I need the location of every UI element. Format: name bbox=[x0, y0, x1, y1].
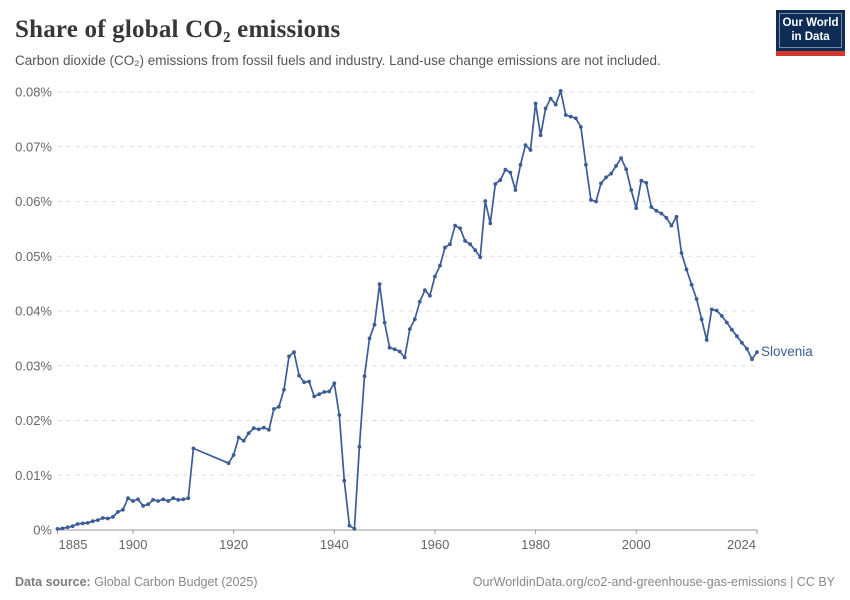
x-tick-label: 1885 bbox=[59, 537, 88, 552]
owid-logo-inner: Our World in Data bbox=[779, 13, 842, 48]
y-tick-label: 0.07% bbox=[15, 139, 52, 154]
x-tick-label: 2024 bbox=[727, 537, 756, 552]
y-tick-label: 0.03% bbox=[15, 358, 52, 373]
chart-footer: Data source: Global Carbon Budget (2025)… bbox=[15, 575, 835, 589]
y-axis-labels: 0% 0.01% 0.02% 0.03% 0.04% 0.05% 0.06% 0.07% 0.0… bbox=[15, 85, 52, 538]
entity-label[interactable]: Slovenia bbox=[761, 344, 813, 359]
x-tick-label: 1900 bbox=[119, 537, 148, 552]
attribution-link[interactable]: OurWorldinData.org/co2-and-greenhouse-ga… bbox=[472, 575, 835, 589]
y-tick-label: 0.02% bbox=[15, 413, 52, 428]
x-tick-label: 1980 bbox=[521, 537, 550, 552]
owid-logo[interactable]: Our World in Data bbox=[776, 10, 845, 56]
y-tick-label: 0.01% bbox=[15, 468, 52, 483]
series-markers bbox=[55, 89, 759, 531]
x-tick-label: 2000 bbox=[622, 537, 651, 552]
gridlines bbox=[57, 91, 757, 476]
owid-logo-line1: Our World bbox=[782, 17, 839, 30]
y-tick-label: 0.08% bbox=[15, 85, 52, 100]
y-tick-label: 0.06% bbox=[15, 194, 52, 209]
x-axis: 1885 1900 1920 1940 1960 1980 2000 2024 bbox=[57, 529, 758, 552]
data-source: Data source: Global Carbon Budget (2025) bbox=[15, 575, 258, 589]
data-source-label: Data source: bbox=[15, 575, 91, 589]
y-tick-label: 0.05% bbox=[15, 249, 52, 264]
data-source-text: Global Carbon Budget (2025) bbox=[90, 575, 258, 589]
series-line-slovenia[interactable] bbox=[57, 90, 758, 530]
page-title: Share of global CO₂ emissions bbox=[15, 16, 341, 43]
y-tick-label: 0% bbox=[33, 523, 52, 538]
chart-header: Share of global CO₂ emissions Carbon dio… bbox=[0, 0, 850, 70]
x-tick-label: 1960 bbox=[420, 537, 449, 552]
chart-subtitle: Carbon dioxide (CO₂) emissions from foss… bbox=[15, 53, 661, 68]
x-tick-label: 1940 bbox=[320, 537, 349, 552]
x-tick-label: 1920 bbox=[219, 537, 248, 552]
y-tick-label: 0.04% bbox=[15, 304, 52, 319]
owid-logo-line2: in Data bbox=[791, 30, 830, 43]
